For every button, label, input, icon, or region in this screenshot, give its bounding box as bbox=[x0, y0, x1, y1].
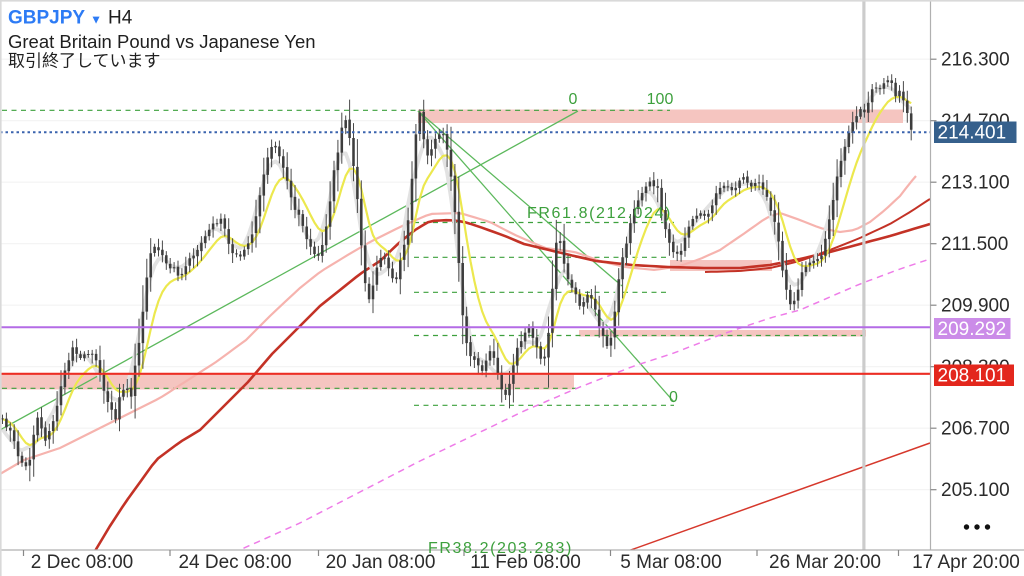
svg-text:2 Dec 08:00: 2 Dec 08:00 bbox=[31, 552, 133, 573]
svg-text:208.101: 208.101 bbox=[938, 366, 1007, 387]
svg-text:5 Mar 08:00: 5 Mar 08:00 bbox=[620, 552, 721, 573]
svg-text:100: 100 bbox=[647, 91, 674, 108]
svg-text:209.292: 209.292 bbox=[938, 319, 1007, 340]
svg-text:20 Jan 08:00: 20 Jan 08:00 bbox=[326, 552, 436, 573]
svg-text:取引終了しています: 取引終了しています bbox=[8, 52, 161, 71]
svg-text:17 Apr 20:00: 17 Apr 20:00 bbox=[912, 552, 1020, 573]
svg-text:26 Mar 20:00: 26 Mar 20:00 bbox=[769, 552, 881, 573]
svg-text:216.300: 216.300 bbox=[941, 50, 1010, 71]
svg-text:0: 0 bbox=[569, 91, 578, 108]
svg-text:11 Feb 08:00: 11 Feb 08:00 bbox=[470, 552, 581, 573]
svg-text:214.401: 214.401 bbox=[938, 123, 1007, 144]
svg-text:24 Dec 08:00: 24 Dec 08:00 bbox=[178, 552, 291, 573]
svg-text:FR61.8(212.024): FR61.8(212.024) bbox=[527, 205, 672, 222]
svg-text:0: 0 bbox=[669, 389, 678, 406]
svg-text:213.100: 213.100 bbox=[941, 173, 1010, 194]
svg-text:206.700: 206.700 bbox=[941, 419, 1010, 440]
svg-text:209.900: 209.900 bbox=[941, 296, 1010, 317]
svg-text:GBPJPY▼H4: GBPJPY ▼ H4 bbox=[8, 8, 133, 29]
svg-text:211.500: 211.500 bbox=[941, 234, 1008, 255]
svg-text:FR38.2(203.283): FR38.2(203.283) bbox=[428, 540, 573, 557]
svg-text:Great Britain Pound vs Japanes: Great Britain Pound vs Japanese Yen bbox=[8, 31, 316, 52]
svg-text:205.100: 205.100 bbox=[941, 480, 1010, 501]
